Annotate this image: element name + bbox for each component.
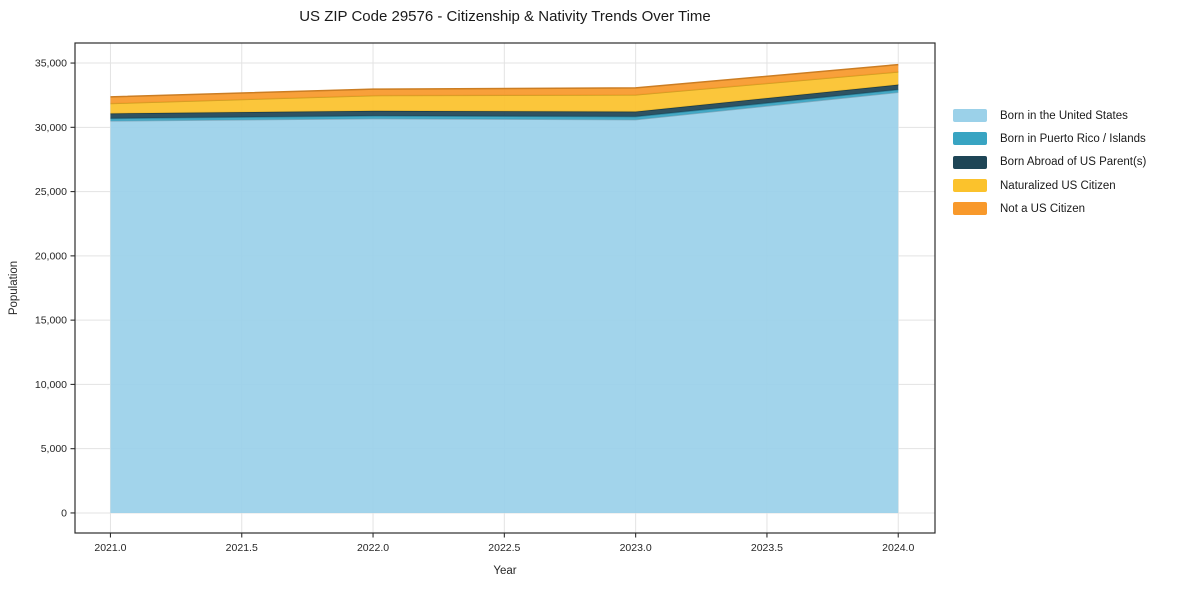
- legend-item: Not a US Citizen: [953, 197, 1189, 220]
- chart-title: US ZIP Code 29576 - Citizenship & Nativi…: [299, 8, 711, 25]
- legend-swatch: [953, 202, 987, 216]
- legend-item: Born in the United States: [953, 104, 1189, 127]
- area-band-3: [110, 71, 899, 114]
- legend: Born in the United States Born in Puerto …: [953, 104, 1189, 220]
- x-tick-label: 2024.0: [882, 542, 914, 554]
- x-tick-label: 2021.5: [226, 542, 258, 554]
- legend-item: Born Abroad of US Parent(s): [953, 151, 1189, 174]
- area-band-edge-4: [110, 63, 899, 98]
- x-tick-label: 2021.0: [94, 542, 126, 554]
- legend-label: Naturalized US Citizen: [1000, 179, 1116, 192]
- x-tick-label: 2022.5: [488, 542, 520, 554]
- legend-swatch: [953, 155, 987, 169]
- y-tick-label: 0: [61, 507, 67, 519]
- y-axis-label: Population: [8, 260, 20, 316]
- y-tick-label: 10,000: [35, 379, 67, 391]
- y-tick-label: 5,000: [41, 443, 67, 455]
- area-band-4: [110, 64, 899, 104]
- legend-label: Born in Puerto Rico / Islands: [1000, 132, 1146, 145]
- legend-label: Not a US Citizen: [1000, 202, 1086, 215]
- y-tick-label: 35,000: [35, 58, 67, 70]
- y-tick-label: 15,000: [35, 315, 67, 327]
- legend-item: Naturalized US Citizen: [953, 174, 1189, 197]
- legend-swatch: [953, 132, 987, 146]
- legend-label: Born Abroad of US Parent(s): [1000, 156, 1147, 169]
- legend-swatch: [953, 179, 987, 193]
- y-tick-label: 20,000: [35, 250, 67, 262]
- x-tick-label: 2022.0: [357, 542, 389, 554]
- legend-item: Born in Puerto Rico / Islands: [953, 127, 1189, 150]
- legend-swatch: [953, 109, 987, 123]
- legend-label: Born in the United States: [1000, 109, 1128, 122]
- x-tick-label: 2023.5: [751, 542, 783, 554]
- x-axis-label: Year: [493, 565, 517, 577]
- plot-border: [74, 42, 936, 534]
- area-band-0: [110, 92, 899, 513]
- y-tick-label: 25,000: [35, 186, 67, 198]
- x-tick-label: 2023.0: [620, 542, 652, 554]
- y-tick-label: 30,000: [35, 122, 67, 134]
